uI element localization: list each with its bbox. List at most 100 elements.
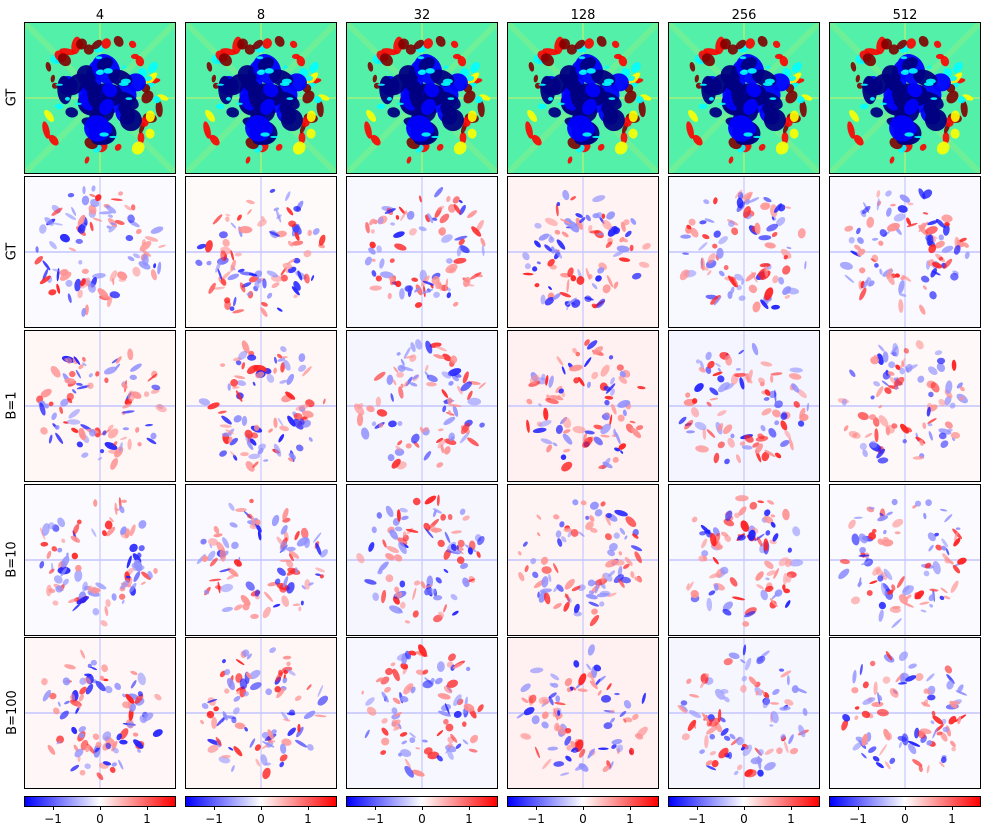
difference-image — [347, 485, 497, 635]
field-image — [186, 23, 336, 173]
ground-truth-field-panel — [185, 22, 337, 174]
colorbar-tick-label: 0 — [579, 812, 587, 826]
difference-field-panel — [346, 637, 498, 789]
colorbar-tick — [308, 806, 309, 810]
difference-field-panel — [668, 637, 820, 789]
difference-field-panel — [346, 330, 498, 482]
difference-image — [25, 177, 175, 327]
difference-image — [669, 485, 819, 635]
colorbar-tick — [630, 806, 631, 810]
difference-image — [347, 638, 497, 788]
colorbar-tick-label: 0 — [418, 812, 426, 826]
colorbar-tick — [147, 806, 148, 810]
difference-field-panel — [668, 484, 820, 636]
colorbar-tick-label: −1 — [849, 812, 867, 826]
row-label: B=10 — [0, 484, 24, 634]
colorbar-tick-label: 1 — [948, 812, 956, 826]
ground-truth-field-panel — [668, 22, 820, 174]
difference-field-panel — [829, 637, 981, 789]
colorbar-tick — [791, 806, 792, 810]
field-image — [669, 23, 819, 173]
colorbar-tick-label: −1 — [527, 812, 545, 826]
difference-field-panel — [668, 330, 820, 482]
colorbar-tick — [744, 806, 745, 810]
difference-field-panel — [24, 637, 176, 789]
difference-field-panel — [829, 484, 981, 636]
row-label-text: B=10 — [4, 540, 20, 578]
colorbar-tick — [469, 806, 470, 810]
column-title: 32 — [413, 8, 431, 23]
field-image — [25, 23, 175, 173]
colorbar-tick-label: 0 — [740, 812, 748, 826]
difference-image — [508, 331, 658, 481]
difference-field-panel — [24, 176, 176, 328]
field-image — [347, 23, 497, 173]
column-title: 512 — [892, 8, 918, 23]
colorbar-tick — [583, 806, 584, 810]
difference-image — [830, 638, 980, 788]
difference-field-panel — [346, 484, 498, 636]
row-label: GT — [0, 22, 24, 172]
colorbar-tick-label: −1 — [205, 812, 223, 826]
difference-image — [830, 485, 980, 635]
row-label-text: GT — [4, 88, 20, 106]
difference-image — [830, 177, 980, 327]
difference-field-panel — [507, 330, 659, 482]
colorbar-tick — [422, 806, 423, 810]
ground-truth-field-panel — [24, 22, 176, 174]
row-label-text: GT — [4, 242, 20, 260]
colorbar-tick — [100, 806, 101, 810]
colorbar-tick — [536, 806, 537, 810]
difference-field-panel — [185, 176, 337, 328]
difference-field-panel — [507, 176, 659, 328]
colorbar-tick-label: 0 — [901, 812, 909, 826]
field-image — [508, 23, 658, 173]
difference-field-panel — [185, 484, 337, 636]
row-label: GT — [0, 176, 24, 326]
difference-field-panel — [829, 176, 981, 328]
colorbar-tick-label: 1 — [304, 812, 312, 826]
difference-field-panel — [24, 330, 176, 482]
ground-truth-field-panel — [346, 22, 498, 174]
difference-image — [669, 638, 819, 788]
difference-field-panel — [185, 637, 337, 789]
column-title: 128 — [570, 8, 596, 23]
colorbar-tick-label: −1 — [44, 812, 62, 826]
difference-image — [186, 177, 336, 327]
difference-field-panel — [507, 484, 659, 636]
difference-image — [669, 331, 819, 481]
row-label-text: B=1 — [4, 390, 20, 420]
colorbar-tick — [952, 806, 953, 810]
ground-truth-field-panel — [829, 22, 981, 174]
colorbar-tick — [375, 806, 376, 810]
difference-image — [508, 485, 658, 635]
difference-field-panel — [185, 330, 337, 482]
colorbar-tick — [858, 806, 859, 810]
colorbar-tick-label: 1 — [143, 812, 151, 826]
colorbar-tick — [905, 806, 906, 810]
difference-image — [508, 177, 658, 327]
difference-image — [830, 331, 980, 481]
difference-image — [669, 177, 819, 327]
column-title: 4 — [95, 8, 105, 23]
colorbar-tick — [53, 806, 54, 810]
colorbar-tick-label: 0 — [257, 812, 265, 826]
row-label: B=1 — [0, 330, 24, 480]
difference-image — [347, 177, 497, 327]
colorbar-tick — [261, 806, 262, 810]
column-title: 8 — [256, 8, 266, 23]
colorbar-tick-label: 1 — [626, 812, 634, 826]
colorbar-tick — [697, 806, 698, 810]
colorbar-tick-label: 1 — [787, 812, 795, 826]
difference-field-panel — [24, 484, 176, 636]
difference-image — [186, 638, 336, 788]
colorbar-tick-label: −1 — [366, 812, 384, 826]
difference-field-panel — [507, 637, 659, 789]
difference-image — [186, 485, 336, 635]
colorbar-tick — [214, 806, 215, 810]
difference-image — [25, 485, 175, 635]
row-label-text: B=100 — [4, 689, 20, 735]
colorbar-tick-label: −1 — [688, 812, 706, 826]
difference-field-panel — [668, 176, 820, 328]
colorbar-tick-label: 1 — [465, 812, 473, 826]
